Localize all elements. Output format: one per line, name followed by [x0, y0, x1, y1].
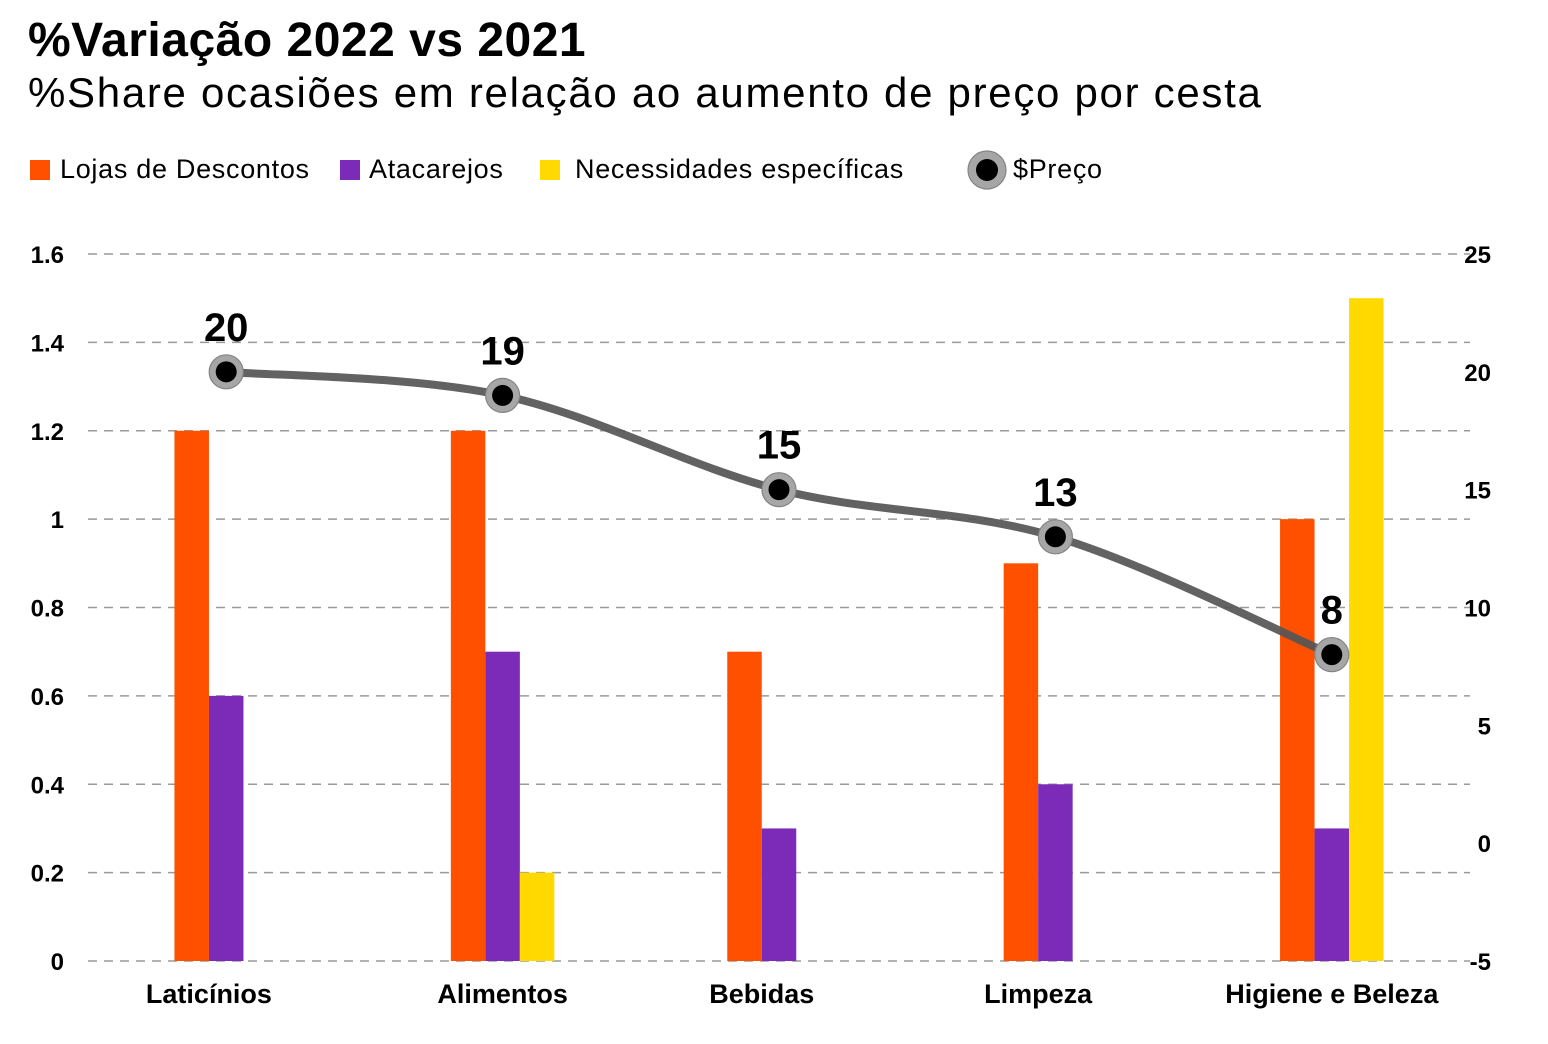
- bar-atacarejos-alimentos: [485, 651, 520, 961]
- legend-item-atacarejos: Atacarejos: [340, 154, 504, 184]
- y-right-tick-label: 0: [1478, 831, 1491, 858]
- y-left-tick-label: 0.8: [31, 596, 64, 623]
- legend-label-atacarejos: Atacarejos: [369, 154, 504, 184]
- legend-item-necessidades-especificas: Necessidades específicas: [540, 154, 904, 184]
- price-data-label-bebidas: 15: [757, 424, 802, 468]
- x-category-label-alimentos: Alimentos: [437, 979, 568, 1009]
- price-data-label-limpeza: 13: [1033, 471, 1078, 515]
- price-point-laticinios: [215, 361, 237, 383]
- price-data-label-higiene-e-beleza: 8: [1321, 589, 1343, 633]
- chart-title: %Variação 2022 vs 2021: [28, 14, 586, 67]
- bar-necessidades-especificas-alimentos: [519, 872, 555, 961]
- y-left-tick-label: 1: [51, 507, 64, 534]
- bar-atacarejos-higiene-e-beleza: [1314, 828, 1350, 961]
- legend-label-lojas-de-descontos: Lojas de Descontos: [60, 154, 310, 184]
- legend-label-necessidades-especificas: Necessidades específicas: [575, 154, 904, 184]
- y-left-tick-label: 0.2: [31, 861, 64, 888]
- price-point-limpeza: [1044, 526, 1066, 548]
- y-left-tick-label: 1.6: [31, 242, 64, 269]
- legend: Lojas de Descontos Atacarejos Necessidad…: [30, 150, 1103, 190]
- chart-subtitle: %Share ocasiões em relação ao aumento de…: [28, 69, 1263, 116]
- y-left-tick-label: 0.6: [31, 684, 64, 711]
- y-left-tick-label: 0.4: [31, 772, 65, 799]
- legend-swatch-atacarejos: [340, 160, 360, 180]
- bar-lojas-de-descontos-higiene-e-beleza: [1280, 519, 1315, 961]
- y-right-tick-label: 25: [1464, 242, 1491, 269]
- x-category-label-limpeza: Limpeza: [984, 979, 1093, 1009]
- y-left-tick-label: 1.4: [31, 330, 65, 357]
- legend-swatch-lojas-de-descontos: [30, 160, 50, 180]
- y-left-tick-label: 0: [51, 949, 64, 976]
- bars: [174, 298, 1384, 961]
- price-data-labels: 20 19 15 13 8: [204, 306, 1343, 633]
- price-point-alimentos: [492, 384, 514, 406]
- price-line: [222, 367, 1336, 659]
- bar-lojas-de-descontos-limpeza: [1003, 563, 1039, 961]
- legend-label-preco: $Preço: [1013, 154, 1103, 184]
- bar-lojas-de-descontos-alimentos: [450, 430, 486, 961]
- legend-marker-dot-preco: [976, 159, 998, 181]
- bar-necessidades-especificas-higiene-e-beleza: [1349, 298, 1384, 961]
- axis-tick-labels: 0 0.2 0.4 0.6 0.8 1 1.2 1.4 1.6 -5 0 5 10 15 20 25: [31, 242, 1491, 976]
- price-data-label-alimentos: 19: [480, 329, 525, 373]
- bar-atacarejos-limpeza: [1038, 784, 1073, 961]
- y-right-tick-label: 5: [1478, 713, 1491, 740]
- y-left-tick-label: 1.2: [31, 419, 64, 446]
- bar-atacarejos-bebidas: [761, 828, 797, 961]
- y-right-tick-label: -5: [1470, 949, 1491, 976]
- x-category-label-higiene-e-beleza: Higiene e Beleza: [1225, 979, 1439, 1009]
- y-right-tick-label: 10: [1464, 596, 1491, 623]
- legend-swatch-necessidades-especificas: [540, 160, 560, 180]
- price-data-label-laticinios: 20: [204, 306, 249, 350]
- price-point-bebidas: [768, 479, 790, 501]
- bar-lojas-de-descontos-laticinios: [174, 430, 209, 961]
- y-right-tick-label: 20: [1464, 360, 1491, 387]
- legend-item-preco: $Preço: [967, 150, 1103, 190]
- bar-atacarejos-laticinios: [208, 695, 244, 961]
- x-category-label-bebidas: Bebidas: [709, 979, 814, 1009]
- legend-item-lojas-de-descontos: Lojas de Descontos: [30, 154, 310, 184]
- bar-lojas-de-descontos-bebidas: [727, 651, 762, 961]
- x-axis-category-labels: Laticínios Alimentos Bebidas Limpeza Higiene…: [146, 979, 1439, 1009]
- price-point-higiene-e-beleza: [1321, 644, 1343, 666]
- price-series: [208, 354, 1350, 673]
- x-category-label-laticinios: Laticínios: [146, 979, 272, 1009]
- y-right-tick-label: 15: [1464, 478, 1491, 505]
